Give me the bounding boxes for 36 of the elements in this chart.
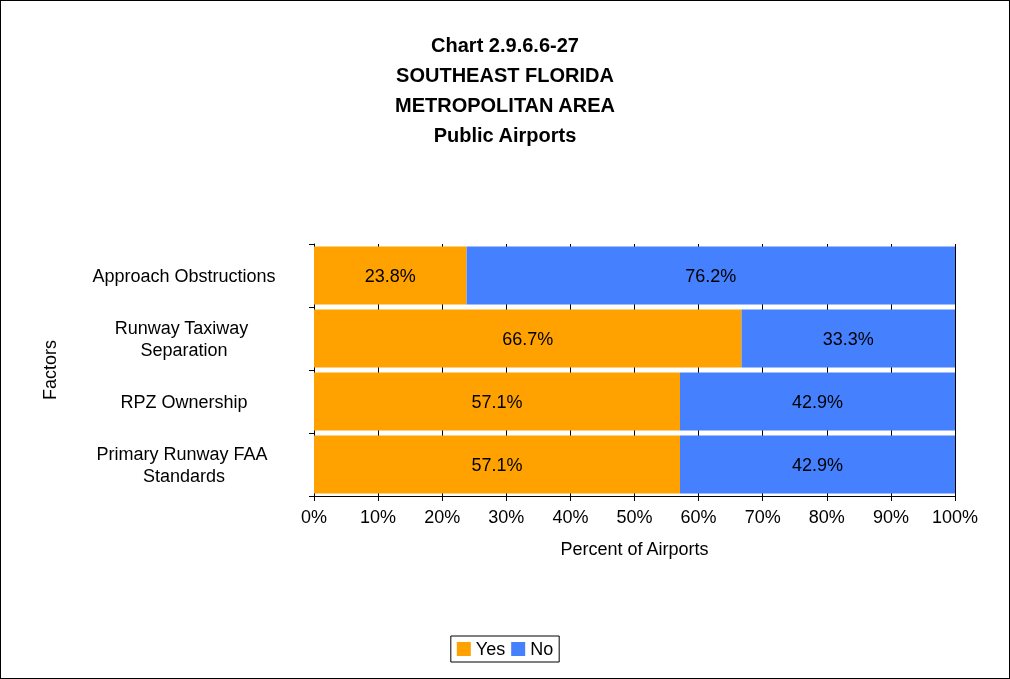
y-tick-label: Runway Taxiway Separation: [114, 317, 254, 360]
bar: [466, 246, 955, 305]
x-tick-label: 100%: [931, 507, 979, 527]
bar: [314, 435, 681, 494]
x-tick-label: 10%: [360, 507, 397, 527]
x-tick-label: 70%: [744, 507, 781, 527]
bar: [680, 435, 955, 494]
chart-title: Chart 2.9.6.6-27 SOUTHEAST FLORIDA METROPOLITAN AREA Public Airports: [395, 34, 615, 146]
legend-label: Yes: [475, 639, 506, 659]
data-label: 23.8%: [364, 265, 416, 286]
x-tick-label: 80%: [808, 507, 845, 527]
x-axis-title: Percent of Airports: [560, 539, 709, 559]
x-tick-label: 60%: [680, 507, 717, 527]
bar: [314, 246, 467, 305]
x-tick-label: 50%: [616, 507, 653, 527]
y-axis-title: Factors: [40, 339, 60, 401]
x-tick-label: 0%: [300, 507, 328, 527]
legend-label: No: [530, 639, 554, 659]
y-tick-label: RPZ Ownership: [120, 391, 248, 412]
data-label: 57.1%: [471, 454, 523, 475]
bar: [680, 372, 955, 431]
data-label: 66.7%: [502, 328, 554, 349]
data-label: 76.2%: [685, 265, 737, 286]
data-label: 42.9%: [791, 391, 844, 412]
bar: [314, 372, 681, 431]
y-tick-label: Approach Obstructions: [92, 265, 276, 286]
bar: [741, 309, 955, 368]
data-label: 57.1%: [471, 391, 523, 412]
x-tick-label: 40%: [552, 507, 589, 527]
data-label: 33.3%: [822, 328, 874, 349]
x-tick-label: 20%: [424, 507, 461, 527]
bar: [314, 309, 742, 368]
x-tick-label: 90%: [872, 507, 909, 527]
x-tick-label: 30%: [488, 507, 525, 527]
data-label: 42.9%: [791, 454, 844, 475]
y-tick-label: Primary Runway FAA Standards: [96, 443, 272, 486]
